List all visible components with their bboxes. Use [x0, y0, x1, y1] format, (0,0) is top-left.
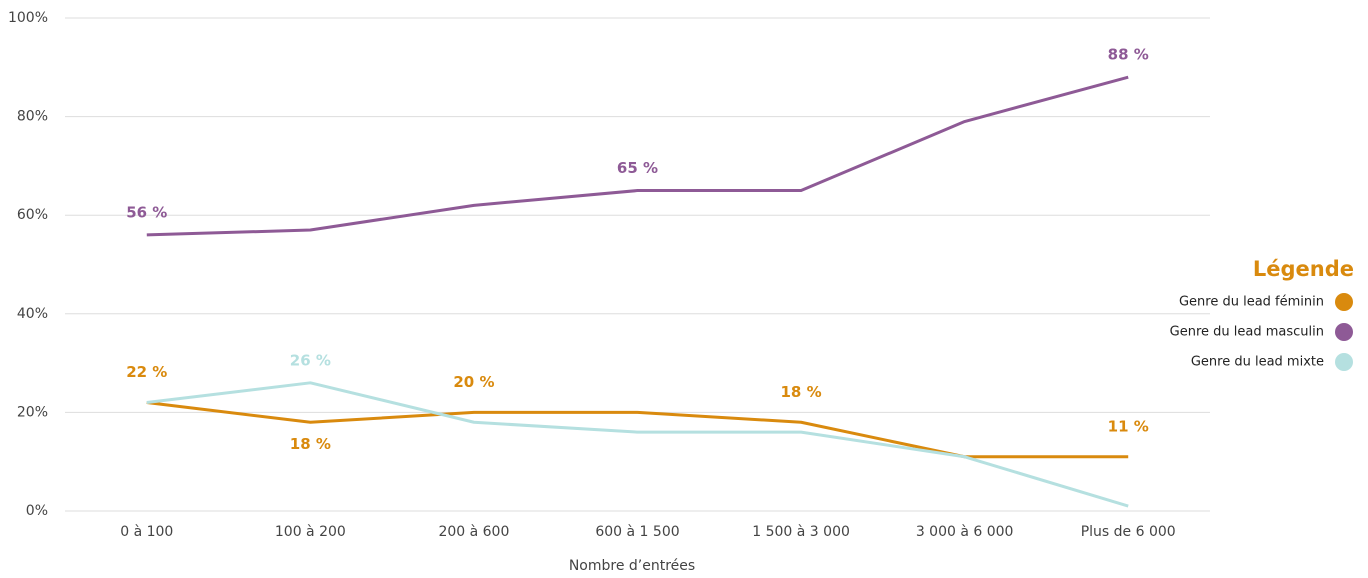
legend-title: Légende	[1253, 257, 1354, 281]
x-axis-label: Nombre d’entrées	[569, 558, 695, 574]
value-label: 56 %	[126, 203, 167, 221]
legend-swatch	[1335, 353, 1353, 371]
value-label: 22 %	[126, 363, 167, 381]
x-tick-label: 3 000 à 6 000	[916, 524, 1014, 540]
x-tick-label: 1 500 à 3 000	[752, 524, 850, 540]
x-tick-label: 600 à 1 500	[595, 524, 679, 540]
y-tick-label: 60%	[17, 207, 48, 223]
line	[146, 381, 1129, 508]
x-tick-label: 0 à 100	[120, 524, 173, 540]
value-label: 88 %	[1108, 46, 1149, 64]
value-label: 11 %	[1108, 417, 1149, 435]
value-label: 18 %	[290, 435, 331, 453]
x-tick-label: 200 à 600	[438, 524, 509, 540]
value-label: 26 %	[290, 351, 331, 369]
y-tick-label: 40%	[17, 306, 48, 322]
line	[146, 75, 1129, 237]
value-label: 18 %	[781, 383, 822, 401]
legend-swatch	[1335, 323, 1353, 341]
y-tick-label: 100%	[8, 10, 48, 26]
x-tick-label: 100 à 200	[275, 524, 346, 540]
legend-label: Genre du lead féminin	[1179, 295, 1324, 310]
legend-label: Genre du lead masculin	[1170, 325, 1324, 340]
y-tick-label: 80%	[17, 109, 48, 125]
y-tick-label: 0%	[26, 503, 48, 519]
value-label: 65 %	[617, 159, 658, 177]
legend-label: Genre du lead mixte	[1191, 355, 1324, 370]
x-tick-label: Plus de 6 000	[1081, 524, 1176, 540]
legend-swatch	[1335, 293, 1353, 311]
y-tick-label: 20%	[17, 404, 48, 420]
value-label: 20 %	[453, 373, 494, 391]
